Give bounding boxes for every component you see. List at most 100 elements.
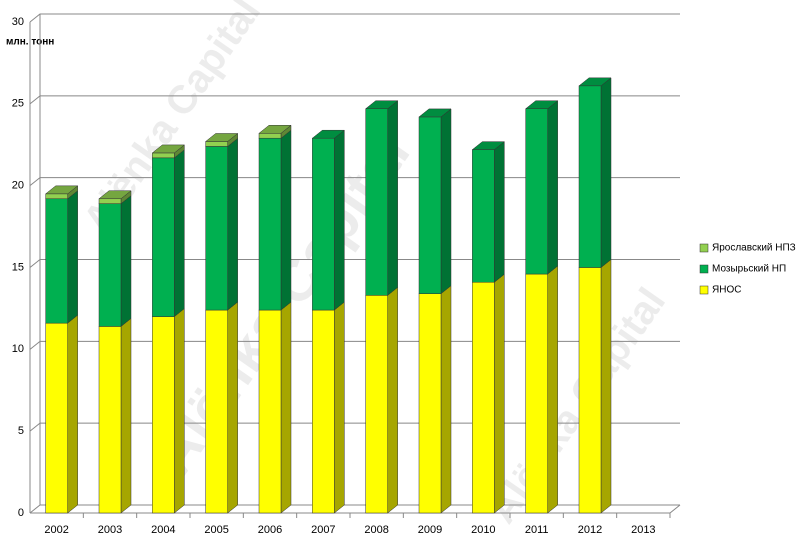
bar-front [152, 157, 175, 317]
bar-segment [418, 285, 452, 514]
grid-line [29, 504, 680, 514]
bar-side [120, 195, 132, 327]
x-tick-label: 2008 [364, 524, 388, 536]
x-tick-label: 2002 [44, 524, 68, 536]
bar-top [204, 133, 239, 142]
bar-side [600, 77, 612, 269]
bar-front [472, 149, 495, 283]
bar-front [525, 273, 548, 514]
y-tick-label: 15 [12, 261, 24, 273]
legend-label: ЯНОС [712, 285, 741, 296]
x-tick-label: 2005 [204, 524, 228, 536]
bar-side [547, 265, 558, 514]
bar-front [472, 281, 495, 514]
grid-line [29, 340, 680, 350]
bar-top [258, 125, 292, 134]
bar-top [418, 108, 452, 118]
bar-front [578, 85, 602, 268]
legend-swatch [699, 264, 709, 274]
bar-segment [98, 317, 132, 514]
bar-front [45, 322, 68, 514]
bar-front [365, 108, 388, 296]
bar-segment [258, 301, 292, 514]
x-tick-label: 2010 [471, 524, 495, 536]
bar-segment [472, 141, 505, 283]
bar-segment [98, 195, 132, 327]
bar-segment [205, 137, 238, 311]
bar-side [227, 137, 238, 311]
bar-front [578, 267, 602, 514]
bar-segment [205, 301, 238, 514]
bar-side [440, 285, 452, 514]
bar-segment [578, 258, 612, 514]
bar-front [98, 198, 122, 204]
grid-line [29, 177, 680, 187]
bar-side [600, 258, 612, 514]
bar-front [152, 152, 175, 159]
bar-segment [525, 265, 558, 514]
bar-side [387, 286, 398, 514]
bar-top [44, 185, 79, 195]
bar-front [418, 116, 442, 294]
x-tick-label: 2006 [258, 524, 282, 536]
bar-top [578, 77, 612, 87]
x-tick-label: 2011 [525, 524, 549, 536]
bar-top [98, 190, 132, 200]
bar-side [547, 100, 558, 275]
y-tick-label: 5 [18, 425, 24, 437]
bar-front [258, 133, 282, 139]
bar-side [440, 108, 452, 295]
bar-segment [45, 314, 78, 514]
legend-swatch [699, 285, 709, 295]
bar-segment [152, 149, 185, 318]
bar-side [174, 308, 185, 514]
bar-side [227, 301, 238, 514]
bar-side [280, 301, 292, 514]
bar-front [98, 203, 122, 327]
bar-top [364, 100, 399, 109]
legend-swatch [699, 243, 709, 253]
x-tick-label: 2012 [578, 524, 602, 536]
bar-front [525, 108, 548, 275]
bar-front [45, 193, 68, 200]
watermark: Alënka Capital [480, 280, 674, 531]
bar-segment [365, 286, 398, 514]
bar-front [258, 309, 282, 514]
bar-front [258, 137, 282, 311]
grid-line [29, 259, 680, 268]
bar-front [98, 326, 122, 514]
bar-top [471, 141, 506, 150]
y-tick-label: 0 [18, 507, 24, 519]
x-tick-label: 2009 [418, 524, 442, 536]
bar-segment [578, 77, 612, 269]
bar-segment [45, 190, 78, 324]
bar-side [67, 314, 78, 514]
legend-label: Мозырьский НП [712, 264, 786, 275]
bar-segment [472, 273, 505, 514]
bar-front [45, 198, 68, 324]
bar-segment [525, 100, 558, 275]
bar-front [418, 293, 442, 514]
y-tick-label: 10 [12, 343, 24, 355]
bar-front [152, 316, 175, 514]
bar-side [494, 141, 505, 283]
bar-side [387, 100, 398, 296]
bar-front [312, 309, 335, 514]
bar-side [67, 190, 78, 324]
grid-line [29, 13, 680, 23]
bar-top [151, 144, 186, 154]
grid-line [29, 95, 680, 105]
bar-top [524, 100, 559, 109]
bar-front [312, 137, 335, 311]
bar-side [334, 129, 345, 311]
bar-side [334, 301, 345, 514]
bar-side [174, 149, 185, 318]
y-tick-label: 20 [12, 180, 24, 192]
bar-side [120, 317, 132, 514]
grid-line [29, 422, 680, 432]
bar-front [205, 146, 228, 311]
bar-front [205, 309, 228, 514]
bar-segment [418, 108, 452, 295]
x-tick-label: 2007 [311, 524, 335, 536]
